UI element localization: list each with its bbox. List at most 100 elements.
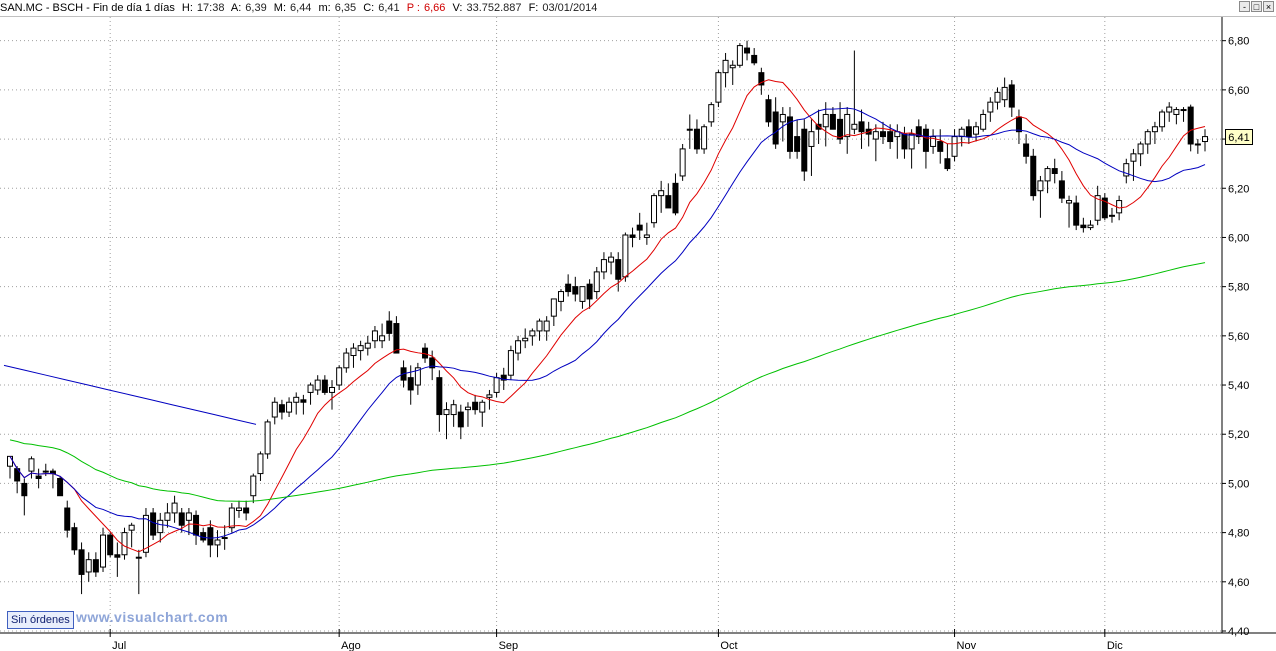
candle-body: [744, 47, 751, 54]
candle-body: [414, 367, 421, 386]
candle-body: [572, 286, 579, 295]
p-value: 6,66: [423, 2, 446, 14]
candle-body: [1001, 86, 1008, 101]
price-chart[interactable]: 4,40 4,60 4,80 5,00 5,20 5,40 5,60 5,80 6,00 6,20…: [0, 17, 1276, 651]
candle-body: [164, 512, 171, 521]
candle: [665, 183, 672, 209]
candle: [651, 193, 658, 228]
candle-body: [235, 507, 242, 511]
candle-body: [100, 534, 107, 568]
candle: [736, 43, 743, 68]
candle-body: [278, 404, 285, 413]
ma-long-line: [9, 262, 1206, 502]
candle: [221, 525, 228, 550]
volume-key: V:: [452, 2, 463, 14]
close-button[interactable]: ×: [1263, 1, 1274, 12]
candle-body: [772, 111, 779, 145]
time-tick-label: Ago: [341, 640, 361, 651]
candle: [264, 419, 271, 459]
candle-body: [679, 148, 686, 177]
candle-body: [665, 195, 672, 209]
candle-body: [636, 224, 643, 231]
candle-body: [193, 514, 200, 536]
candle-body: [464, 406, 471, 411]
candle: [142, 508, 149, 558]
candle-body: [214, 539, 221, 546]
candle: [729, 60, 736, 85]
candle-body: [1051, 168, 1058, 174]
candle-body: [779, 113, 786, 123]
candle-body: [107, 534, 114, 556]
candle-body: [257, 453, 264, 475]
candle-body: [379, 335, 386, 342]
minimize-button[interactable]: -: [1239, 1, 1250, 12]
candle: [1094, 185, 1101, 226]
candle: [944, 143, 951, 172]
candle-body: [1173, 109, 1180, 115]
candle-body: [429, 357, 436, 369]
candle: [550, 298, 557, 326]
candle: [243, 500, 250, 521]
candle-body: [565, 283, 572, 293]
candle: [1144, 129, 1151, 154]
candle-body: [808, 131, 815, 147]
candle-body: [915, 126, 922, 138]
candle-body: [307, 384, 314, 393]
window-controls: - □ ×: [1239, 1, 1274, 12]
candle: [450, 399, 457, 427]
candle-body: [78, 549, 85, 575]
candle: [557, 289, 564, 312]
candle: [35, 468, 42, 489]
price-tick-label: 5,00: [1228, 478, 1249, 490]
candle: [872, 124, 879, 162]
candle: [994, 87, 1001, 110]
candle: [693, 119, 700, 154]
candle-body: [1187, 106, 1194, 145]
candle-body: [1008, 84, 1015, 108]
candle: [300, 394, 307, 415]
candle: [672, 173, 679, 216]
candle-body: [736, 45, 743, 66]
price-tick-label: 6,20: [1228, 183, 1249, 195]
price-tick-label: 5,20: [1228, 429, 1249, 441]
candle-body: [1073, 202, 1080, 226]
candle: [1101, 193, 1108, 221]
candle-body: [114, 554, 121, 558]
candle: [636, 212, 643, 240]
candle: [207, 520, 214, 558]
candle-body: [901, 133, 908, 150]
hour-value: 17:38: [196, 2, 225, 14]
price-tick-label: 6,60: [1228, 85, 1249, 97]
candle-body: [801, 128, 808, 172]
candle: [271, 397, 278, 425]
candle-body: [200, 532, 207, 541]
candle-body: [872, 131, 879, 140]
price-tick-label: 5,40: [1228, 380, 1249, 392]
close-key: C:: [363, 2, 375, 14]
price-tick-label: 5,80: [1228, 282, 1249, 294]
candle-body: [980, 113, 987, 130]
candle-body: [1094, 195, 1101, 221]
grid-lines: [0, 17, 1222, 633]
candle: [600, 252, 607, 280]
candle-body: [1130, 153, 1137, 162]
candle-body: [529, 330, 536, 337]
candle-body: [1101, 197, 1108, 219]
candle: [78, 542, 85, 595]
candle-body: [286, 401, 293, 413]
candle-body: [651, 195, 658, 224]
maximize-button[interactable]: □: [1251, 1, 1262, 12]
open-value: 6,39: [245, 2, 267, 14]
candle: [643, 222, 650, 245]
candle-body: [643, 234, 650, 238]
no-orders-button[interactable]: Sin órdenes: [7, 611, 74, 629]
candle-body: [350, 347, 357, 357]
candle: [1066, 195, 1073, 228]
candle: [393, 316, 400, 354]
candle: [844, 107, 851, 154]
low-value: 6,35: [334, 2, 357, 14]
close-value: 6,41: [378, 2, 400, 14]
candle-body: [550, 298, 557, 317]
candle: [1001, 77, 1008, 108]
